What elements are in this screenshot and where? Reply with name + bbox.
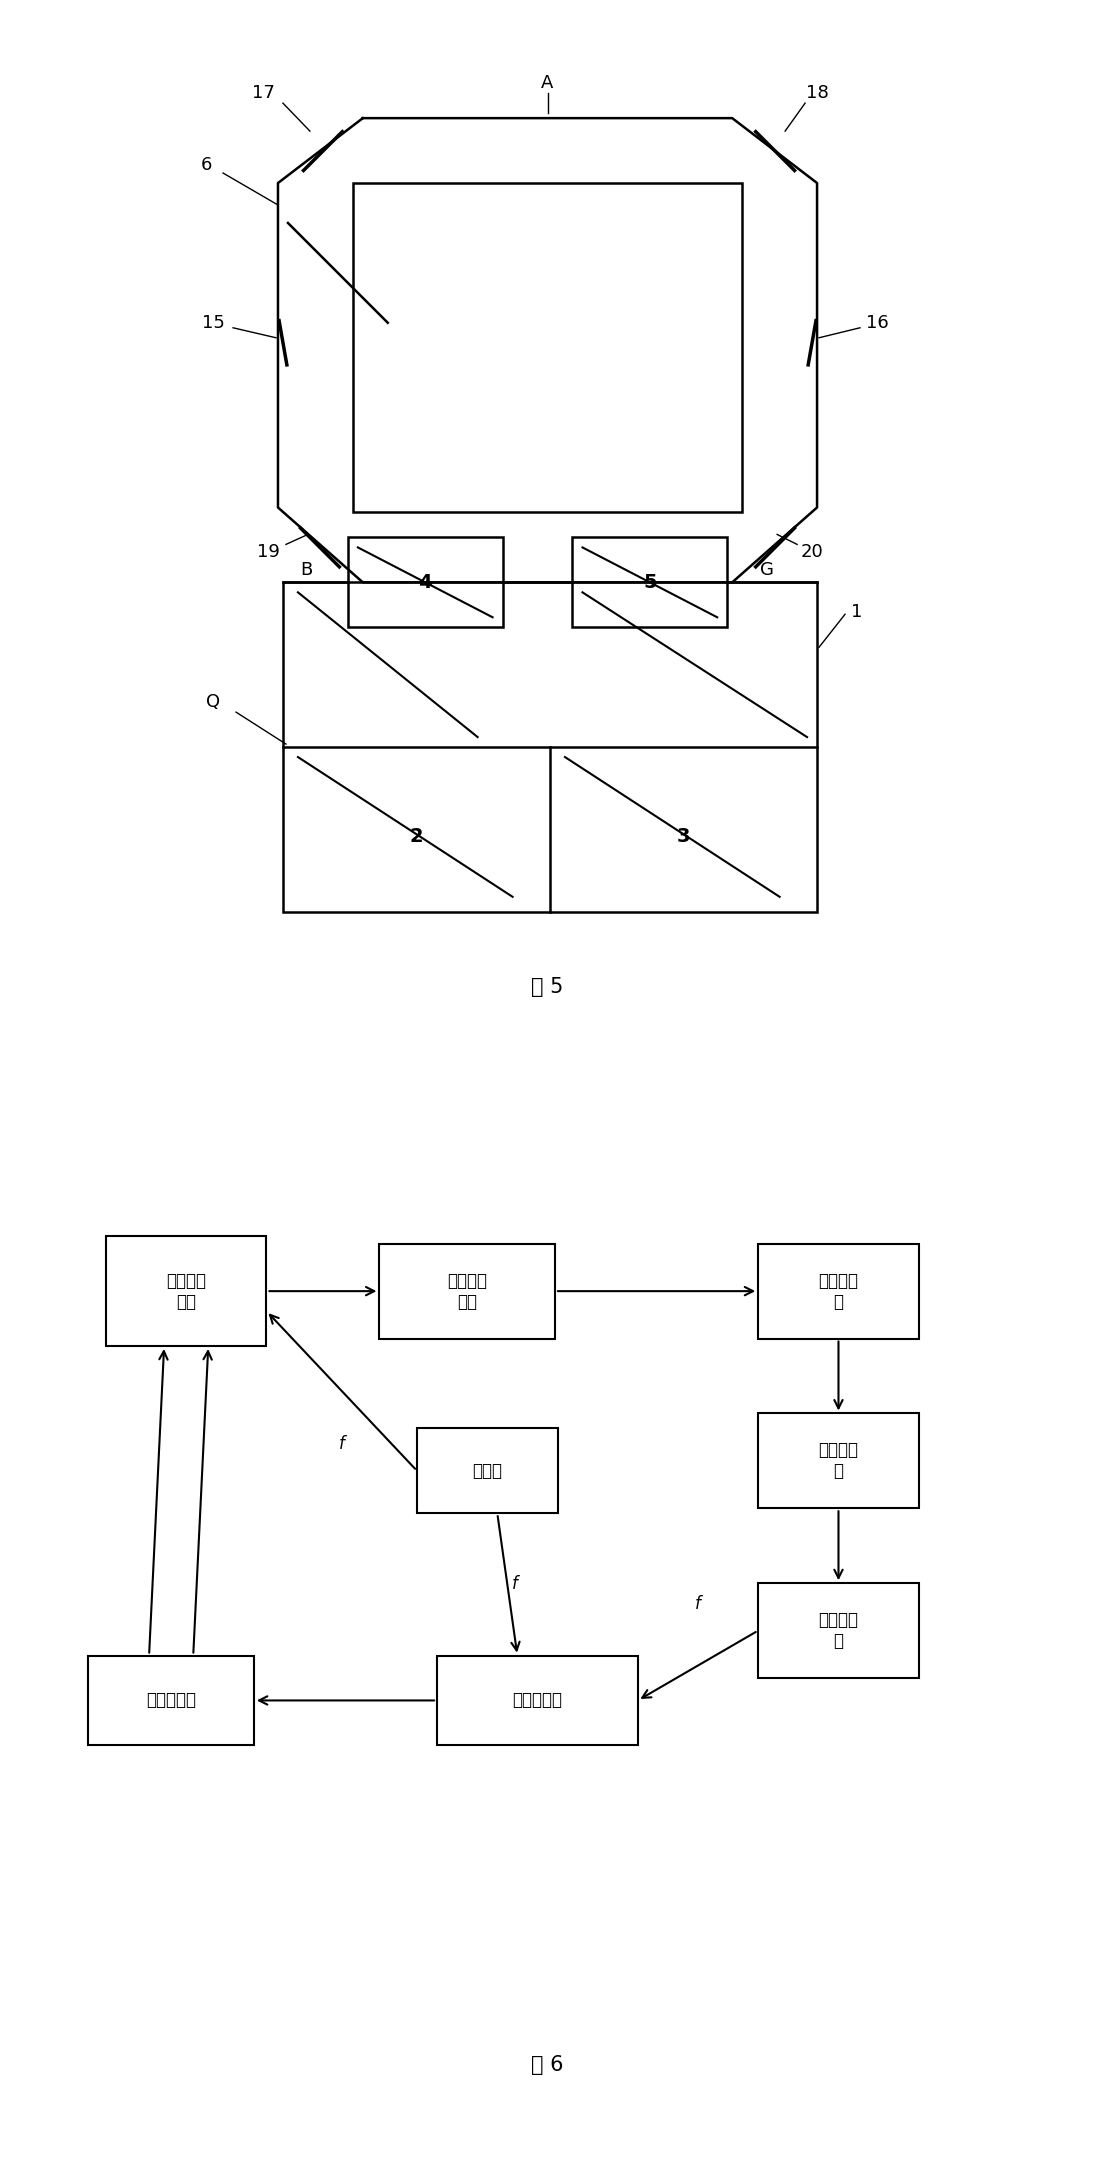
Text: 20: 20 (801, 543, 824, 562)
Bar (758, 1412, 919, 1508)
Bar (379, 1244, 555, 1339)
Text: B: B (300, 562, 312, 580)
Bar (106, 1237, 266, 1345)
Text: 压电陶瓷
电源: 压电陶瓷 电源 (166, 1272, 206, 1311)
Text: f: f (339, 1434, 345, 1454)
Text: 3: 3 (677, 828, 690, 846)
Text: 16: 16 (865, 314, 889, 331)
Text: 振荡器: 振荡器 (473, 1462, 502, 1479)
Bar (758, 1583, 919, 1678)
Text: G: G (760, 562, 774, 580)
Text: A: A (541, 74, 554, 93)
Text: f: f (512, 1575, 518, 1594)
Text: 19: 19 (256, 543, 280, 562)
Text: 18: 18 (806, 84, 828, 102)
Bar (572, 536, 727, 627)
Bar (348, 536, 503, 627)
Text: 腔长控制
装置: 腔长控制 装置 (447, 1272, 487, 1311)
Text: 图 5: 图 5 (532, 978, 564, 997)
Text: 2: 2 (409, 828, 424, 846)
Text: 相敏检波器: 相敏检波器 (513, 1691, 562, 1709)
Text: 15: 15 (202, 314, 224, 331)
Bar (437, 1655, 638, 1746)
Text: 4: 4 (418, 573, 432, 593)
Text: 17: 17 (252, 84, 274, 102)
Bar (352, 184, 743, 513)
Text: 选频放大
器: 选频放大 器 (818, 1611, 859, 1650)
Text: 图 6: 图 6 (531, 2055, 564, 2074)
Text: 环形激光
器: 环形激光 器 (818, 1272, 859, 1311)
Bar (758, 1244, 919, 1339)
Text: 1: 1 (852, 603, 863, 621)
Bar (417, 1428, 558, 1514)
Text: f: f (695, 1594, 701, 1614)
Text: 5: 5 (643, 573, 657, 593)
Bar (88, 1655, 254, 1746)
Text: 光电探测
器: 光电探测 器 (818, 1441, 859, 1479)
Text: Q: Q (206, 692, 220, 712)
Text: 6: 6 (201, 156, 212, 173)
Bar (283, 582, 817, 913)
Text: 直流放大器: 直流放大器 (146, 1691, 196, 1709)
